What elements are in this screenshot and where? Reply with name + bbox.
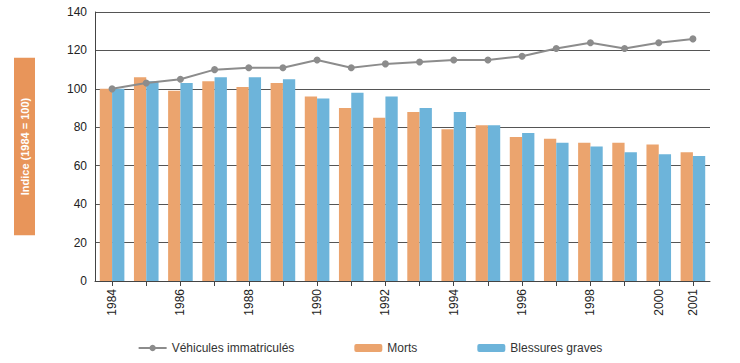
svg-text:40: 40 bbox=[74, 197, 88, 211]
svg-text:20: 20 bbox=[74, 236, 88, 250]
svg-text:1988: 1988 bbox=[242, 289, 256, 316]
svg-text:Indice (1984 = 100): Indice (1984 = 100) bbox=[19, 97, 31, 195]
svg-text:Véhicules immatriculés: Véhicules immatriculés bbox=[172, 341, 295, 355]
svg-text:2001: 2001 bbox=[686, 289, 700, 316]
svg-text:1992: 1992 bbox=[378, 289, 392, 316]
svg-text:100: 100 bbox=[67, 82, 87, 96]
svg-text:1986: 1986 bbox=[173, 289, 187, 316]
svg-text:1996: 1996 bbox=[515, 289, 529, 316]
svg-text:140: 140 bbox=[67, 5, 87, 19]
svg-text:1984: 1984 bbox=[105, 289, 119, 316]
svg-text:0: 0 bbox=[80, 274, 87, 288]
svg-text:60: 60 bbox=[74, 159, 88, 173]
svg-text:80: 80 bbox=[74, 120, 88, 134]
svg-text:1994: 1994 bbox=[447, 289, 461, 316]
svg-text:1990: 1990 bbox=[310, 289, 324, 316]
svg-text:Morts: Morts bbox=[387, 341, 417, 355]
svg-text:120: 120 bbox=[67, 43, 87, 57]
svg-text:2000: 2000 bbox=[652, 289, 666, 316]
svg-text:Blessures graves: Blessures graves bbox=[510, 341, 602, 355]
svg-text:1998: 1998 bbox=[583, 289, 597, 316]
